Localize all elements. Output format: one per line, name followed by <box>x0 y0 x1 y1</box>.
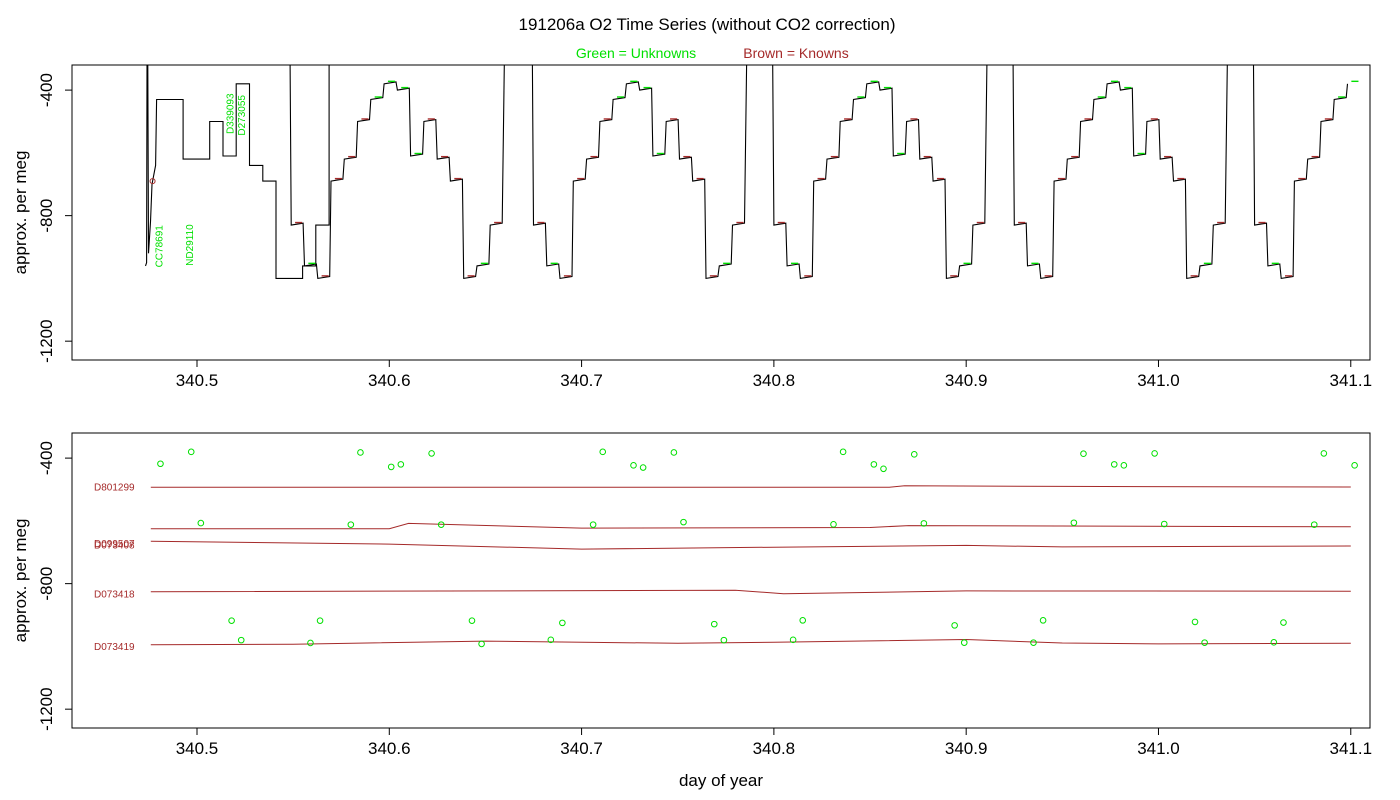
unknown-point <box>237 636 245 644</box>
x-tick-label: 341.0 <box>1137 371 1180 390</box>
unknown-point <box>1191 618 1199 626</box>
unknown-point <box>830 521 837 528</box>
unknown-point <box>437 521 445 528</box>
unknown-point <box>670 449 678 456</box>
unknown-point <box>1080 450 1087 458</box>
unknown-point <box>347 521 355 528</box>
unknown-point <box>397 461 405 468</box>
unknown-point <box>960 639 968 646</box>
x-tick-label: 340.5 <box>176 371 219 390</box>
known-label: D073418 <box>94 589 135 600</box>
y-tick-label: -400 <box>37 441 56 475</box>
known-line <box>150 589 1351 595</box>
unknown-point <box>468 617 476 624</box>
cylinder-annotation: D339093 <box>226 93 237 134</box>
unknown-point <box>951 622 958 629</box>
unknown-point <box>630 462 637 469</box>
y-tick-label: -800 <box>37 199 56 233</box>
top-panel: 340.5 340.6 340.7 340.8 340.9 341.0 341.1 -400 -… <box>11 64 1372 390</box>
x-tick-label: 340.9 <box>945 739 988 758</box>
unknown-point <box>387 463 395 471</box>
unknown-point <box>680 518 687 526</box>
chart-title: 191206a O2 Time Series (without CO2 corr… <box>518 15 895 34</box>
x-tick-label: 340.6 <box>368 371 411 390</box>
known-label: D099507 <box>94 539 135 550</box>
cylinder-annotation: ND29110 <box>185 224 196 266</box>
unknown-point <box>1120 462 1128 469</box>
unknown-point <box>870 461 878 468</box>
unknown-point <box>307 639 314 647</box>
unknown-point <box>1201 639 1208 646</box>
unknown-point <box>789 636 797 644</box>
unknown-point <box>428 450 435 457</box>
unknown-point <box>1270 639 1278 646</box>
unknown-point <box>1030 639 1037 646</box>
y-axis-label: approx. per meg <box>11 519 30 643</box>
x-tick-label: 341.1 <box>1329 739 1372 758</box>
unknown-point <box>478 640 485 648</box>
legend-knowns: Brown = Knowns <box>743 45 848 61</box>
unknown-point <box>1320 450 1328 457</box>
unknown-point <box>710 620 718 628</box>
unknown-point <box>880 465 887 473</box>
x-tick-label: 340.7 <box>560 739 603 758</box>
unknown-point <box>599 448 607 456</box>
unknown-point <box>1070 519 1078 527</box>
unknown-point <box>1160 520 1168 528</box>
known-point <box>149 178 156 185</box>
y-tick-label: -400 <box>37 73 56 107</box>
unknown-point <box>1110 461 1118 468</box>
cylinder-annotation: CC78691 <box>154 225 165 268</box>
known-label: D073419 <box>94 642 135 653</box>
known-line <box>150 485 1351 488</box>
unknown-point <box>720 636 728 644</box>
legend-unknowns: Green = Unknowns <box>576 45 696 61</box>
unknown-point <box>547 636 555 644</box>
unknown-point <box>799 617 807 624</box>
known-label: D801299 <box>94 482 135 493</box>
known-line <box>150 522 1351 530</box>
x-tick-label: 340.8 <box>753 371 796 390</box>
x-tick-label: 340.9 <box>945 371 988 390</box>
unknown-point <box>910 451 918 458</box>
unknown-point <box>316 617 324 624</box>
x-tick-label: 341.1 <box>1329 371 1372 390</box>
known-line <box>150 540 1351 550</box>
x-tick-label: 340.8 <box>753 739 796 758</box>
x-axis-label: day of year <box>679 771 763 790</box>
cylinder-annotation: D273055 <box>237 95 248 136</box>
y-tick-label: -1200 <box>37 319 56 362</box>
bottom-panel: 340.5 340.6 340.7 340.8 340.9 341.0 341.1 -400 -… <box>11 432 1372 790</box>
plot-frame <box>71 432 1371 729</box>
x-tick-label: 340.6 <box>368 739 411 758</box>
unknown-point <box>639 464 647 471</box>
x-tick-label: 340.7 <box>560 371 603 390</box>
o2-series-line <box>144 65 1349 280</box>
unknown-point <box>228 617 235 624</box>
unknown-point <box>187 448 195 456</box>
y-axis-label: approx. per meg <box>11 151 30 275</box>
unknown-point <box>1351 462 1358 469</box>
unknown-point <box>157 460 164 468</box>
unknown-point <box>1151 450 1158 457</box>
x-tick-label: 341.0 <box>1137 739 1180 758</box>
unknown-point <box>839 448 847 456</box>
y-tick-label: -800 <box>37 567 56 601</box>
unknown-point <box>920 520 928 527</box>
unknown-point <box>589 521 597 528</box>
known-line <box>150 638 1351 646</box>
unknown-point <box>197 519 205 527</box>
unknown-point <box>357 449 364 456</box>
unknown-point <box>1039 617 1047 624</box>
plot-frame <box>71 64 1371 361</box>
y-tick-label: -1200 <box>37 687 56 730</box>
unknown-point <box>1310 521 1318 528</box>
unknown-point <box>559 619 566 627</box>
known-label: D073408 <box>94 541 135 552</box>
unknown-point <box>1280 619 1287 626</box>
x-tick-label: 340.5 <box>176 739 219 758</box>
